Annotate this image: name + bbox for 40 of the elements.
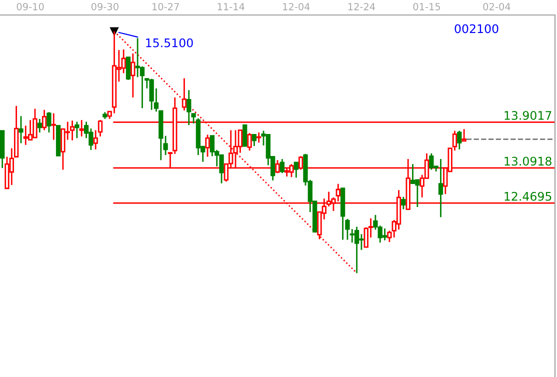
ref-line-label: 12.4695	[504, 192, 552, 201]
candlestick	[345, 218, 350, 240]
candlestick	[410, 163, 416, 185]
candlestick	[256, 132, 262, 144]
candlestick	[382, 228, 388, 242]
candlestick	[182, 78, 187, 112]
candlestick	[275, 159, 280, 174]
candlestick	[242, 124, 248, 148]
candlestick	[280, 158, 284, 174]
ref-line-label: 13.9017	[504, 110, 552, 120]
x-tick-label: 12-04	[283, 2, 310, 10]
candlestick	[37, 118, 42, 134]
candlestick	[401, 196, 406, 210]
x-tick-label: 12-24	[348, 2, 376, 10]
x-tick-label: 11-14	[218, 3, 244, 10]
candlestick	[46, 111, 52, 134]
candlestick	[42, 109, 47, 131]
candlestick	[462, 128, 466, 142]
candlestick	[294, 162, 298, 178]
candlestick	[163, 135, 168, 156]
candlestick	[18, 115, 24, 144]
annotation: 15.5100	[146, 38, 193, 48]
candlestick	[126, 56, 131, 81]
candlestick	[79, 119, 84, 138]
candlestick	[252, 134, 257, 147]
annotation: 002100	[454, 24, 498, 34]
ref-line-label: 13.0918	[504, 156, 552, 166]
x-tick-label: 01-15	[413, 2, 440, 10]
candlestick	[205, 134, 210, 158]
candlestick	[247, 132, 252, 152]
candlestick	[130, 52, 136, 98]
x-tick-label: 10-27	[152, 2, 179, 10]
candlestick	[51, 112, 56, 141]
x-tick-label: 02-04	[483, 2, 510, 10]
candlestick	[457, 130, 462, 150]
x-tick-label: 09-30	[91, 2, 118, 10]
x-tick-label: 09-10	[16, 2, 44, 10]
candlestick	[70, 120, 75, 142]
candlestick	[74, 121, 80, 139]
candlestick	[298, 155, 304, 170]
